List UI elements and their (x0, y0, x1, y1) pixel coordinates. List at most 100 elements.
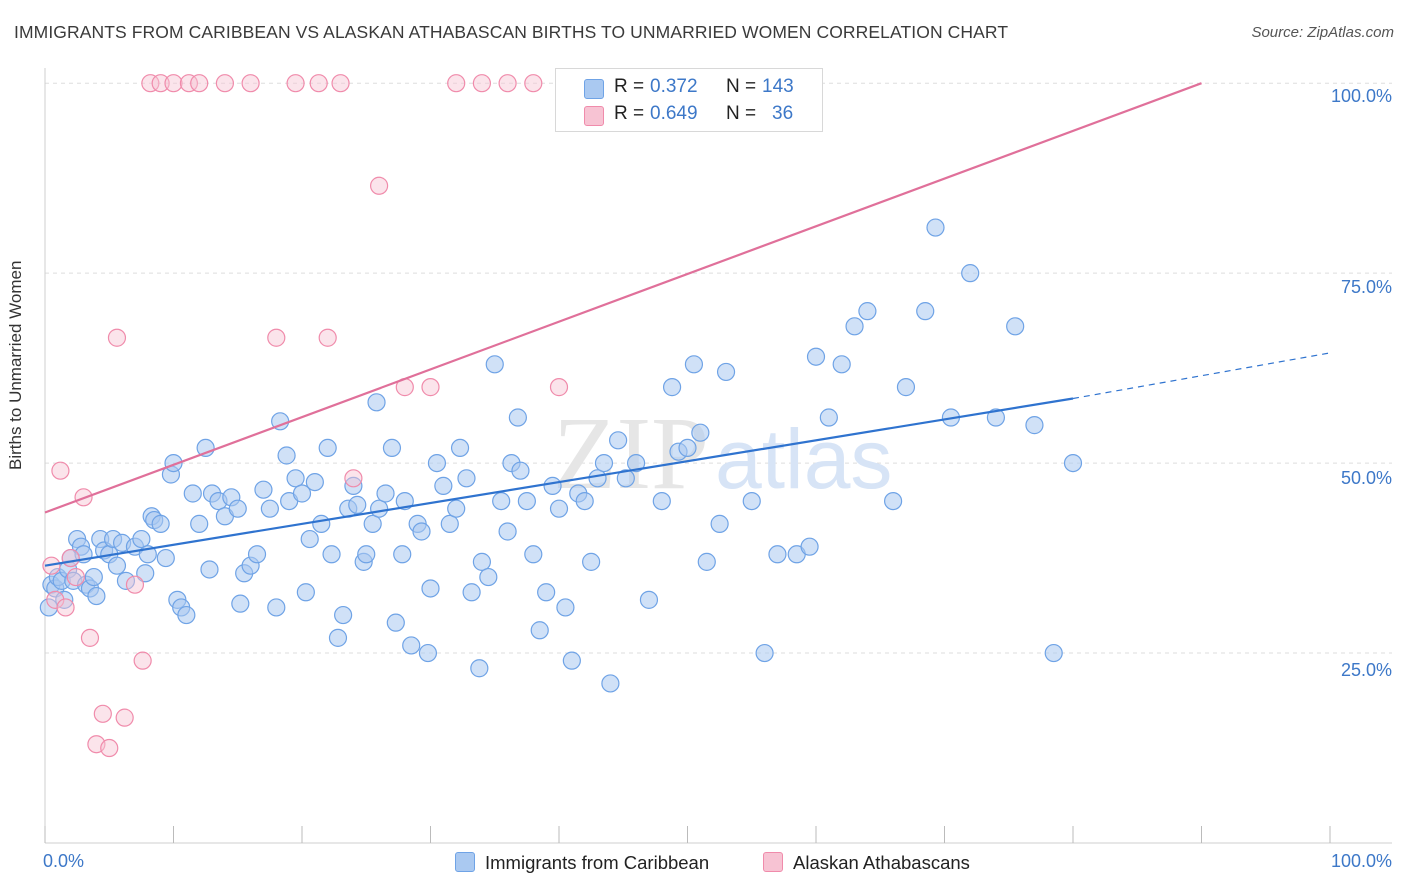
point-caribbean (819, 408, 838, 427)
point-athabascan (61, 548, 80, 568)
point-caribbean (588, 469, 607, 488)
point-caribbean (508, 408, 527, 427)
point-athabascan (66, 567, 85, 587)
point-caribbean (84, 567, 103, 587)
point-caribbean (376, 484, 395, 503)
point-caribbean (402, 636, 421, 655)
point-caribbean (412, 522, 431, 541)
point-caribbean (107, 556, 127, 575)
series-athabascan-points (42, 74, 569, 758)
point-caribbean (896, 378, 916, 397)
x-tick-max: 100.0% (1330, 851, 1392, 871)
point-caribbean (768, 545, 787, 564)
point-caribbean (575, 491, 594, 511)
point-athabascan (125, 575, 145, 594)
point-caribbean (247, 545, 267, 564)
bottom-legend-swatch-caribbean (455, 852, 475, 872)
point-caribbean (116, 571, 136, 590)
point-caribbean (652, 491, 671, 511)
y-tick-25: 25.0% (1340, 660, 1392, 680)
point-athabascan (421, 378, 440, 397)
point-athabascan (133, 651, 152, 670)
point-caribbean (742, 491, 761, 511)
point-caribbean (427, 453, 447, 473)
point-caribbean (260, 499, 279, 518)
point-athabascan (498, 74, 517, 93)
point-caribbean (601, 674, 620, 693)
bottom-legend-label-athabascan: Alaskan Athabascans (793, 852, 970, 873)
point-caribbean (156, 548, 175, 568)
point-caribbean (292, 484, 312, 503)
point-athabascan (241, 74, 260, 93)
point-athabascan (549, 378, 569, 397)
point-caribbean (616, 469, 635, 488)
point-athabascan (51, 461, 70, 480)
point-athabascan (80, 628, 100, 647)
point-caribbean (961, 264, 980, 283)
watermark-atlas: atlas (715, 412, 892, 506)
gridlines (45, 82, 1392, 654)
point-athabascan (107, 328, 127, 347)
point-caribbean (485, 355, 504, 374)
point-caribbean (626, 453, 646, 473)
point-athabascan (370, 176, 389, 195)
legend-swatch-caribbean (584, 79, 604, 99)
point-athabascan (318, 328, 337, 347)
chart-title: IMMIGRANTS FROM CARIBBEAN VS ALASKAN ATH… (14, 22, 1009, 42)
point-caribbean (986, 408, 1006, 427)
point-caribbean (367, 393, 386, 412)
point-caribbean (434, 476, 453, 495)
trend-lines (44, 82, 1331, 567)
point-caribbean (393, 545, 412, 564)
point-caribbean (228, 499, 247, 518)
point-caribbean (662, 378, 682, 397)
point-caribbean (511, 461, 530, 480)
point-caribbean (524, 545, 543, 564)
point-athabascan (331, 74, 350, 93)
point-caribbean (639, 590, 659, 609)
point-caribbean (457, 469, 476, 488)
point-caribbean (609, 431, 628, 450)
point-caribbean (537, 583, 556, 602)
legend-n-value-athabascan: 36 (772, 103, 794, 124)
point-caribbean (498, 522, 517, 541)
point-caribbean (479, 567, 498, 587)
point-caribbean (594, 453, 614, 473)
point-athabascan (215, 74, 234, 93)
point-athabascan (286, 74, 305, 93)
point-caribbean (691, 423, 710, 442)
point-caribbean (300, 529, 319, 549)
point-athabascan (267, 328, 286, 347)
point-caribbean (267, 598, 286, 617)
point-caribbean (684, 355, 704, 374)
point-caribbean (716, 362, 736, 382)
correlation-legend: R = 0.372 N = 143 R = 0.649 N = 36 (555, 68, 823, 132)
point-caribbean (312, 514, 331, 533)
point-caribbean (318, 438, 337, 458)
point-caribbean (926, 218, 945, 237)
point-caribbean (800, 537, 819, 556)
point-caribbean (1063, 453, 1083, 473)
point-caribbean (286, 469, 305, 488)
point-caribbean (87, 586, 106, 606)
point-athabascan (190, 74, 209, 93)
point-caribbean (472, 552, 491, 571)
legend-n-value-caribbean: 143 (762, 76, 794, 97)
point-caribbean (151, 514, 170, 533)
point-caribbean (530, 621, 549, 640)
point-athabascan (524, 74, 543, 93)
point-athabascan (179, 74, 199, 93)
point-caribbean (858, 302, 877, 321)
point-caribbean (357, 545, 376, 564)
point-caribbean (697, 552, 716, 571)
point-caribbean (832, 355, 851, 374)
point-caribbean (562, 651, 581, 670)
bottom-legend-label-caribbean: Immigrants from Caribbean (485, 852, 710, 873)
point-caribbean (710, 514, 729, 533)
point-athabascan (447, 74, 466, 93)
legend-n-label: N = (726, 76, 757, 97)
point-caribbean (845, 317, 864, 336)
point-caribbean (678, 438, 697, 458)
series-caribbean-points (39, 218, 1083, 693)
